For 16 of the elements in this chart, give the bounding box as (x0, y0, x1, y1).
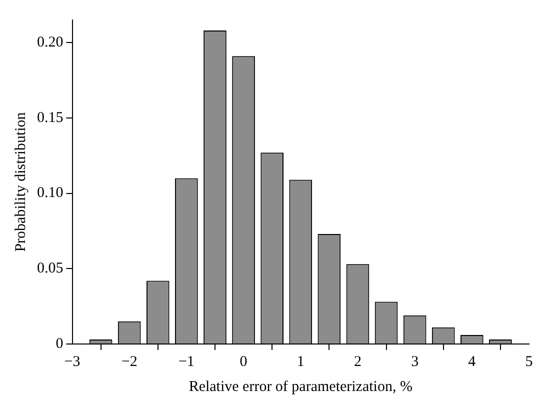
x-tick-label: −1 (178, 354, 194, 370)
x-tick-label: −2 (121, 354, 138, 370)
y-tick-label: 0.10 (37, 185, 64, 202)
x-tick-label: 5 (525, 354, 533, 370)
x-tick-label: 2 (354, 354, 362, 370)
x-tick-label: 1 (296, 354, 304, 370)
y-tick-label: 0.15 (37, 110, 64, 126)
x-axis-title: Relative error of parameterization, % (188, 378, 412, 395)
x-tick-label: 3 (411, 354, 419, 370)
x-tick-label: 4 (468, 354, 476, 370)
y-tick-label: 0.05 (37, 260, 64, 277)
x-tick-label: −3 (64, 354, 80, 370)
y-tick-label: 0 (56, 336, 64, 352)
x-tick-label: 0 (240, 354, 248, 370)
y-axis-title: Probability distribution (12, 112, 29, 252)
y-tick-label: 0.20 (37, 34, 64, 51)
